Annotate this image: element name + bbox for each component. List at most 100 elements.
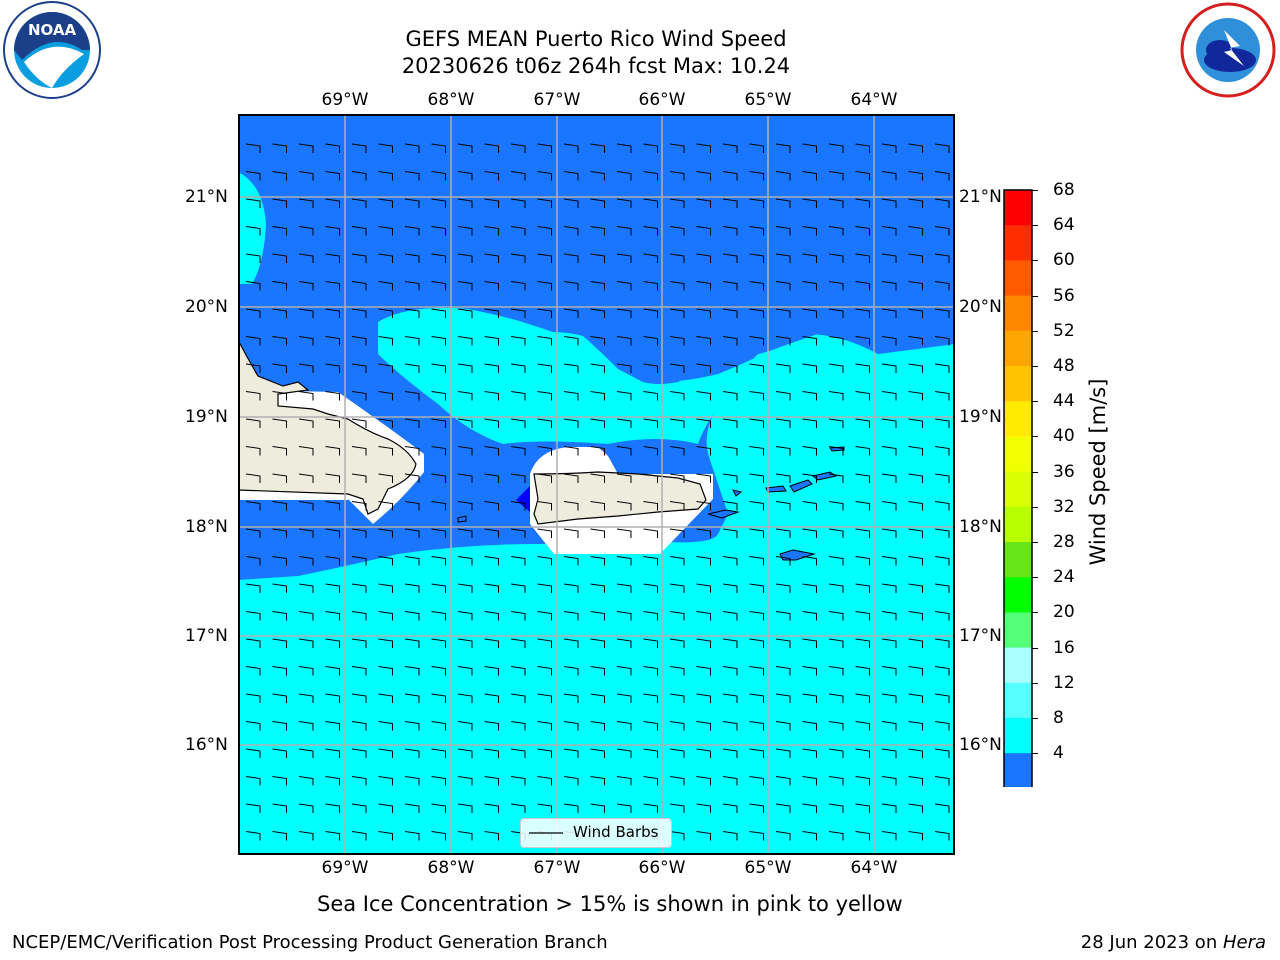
wind-barb — [510, 336, 526, 346]
lon-label-top: 69°W — [321, 90, 369, 110]
wind-barb — [749, 803, 764, 813]
wind-barb — [669, 473, 685, 483]
wind-barb — [245, 226, 261, 236]
wind-barb — [590, 336, 605, 346]
wind-barb — [537, 171, 552, 181]
wind-barb — [775, 363, 791, 373]
wind-barb — [908, 638, 923, 648]
wind-barb — [643, 391, 658, 401]
land-puerto-rico — [533, 471, 707, 525]
colorbar-tick-mark — [1032, 401, 1038, 403]
wind-barb — [378, 666, 393, 676]
wind-barb — [802, 363, 817, 373]
wind-barb — [696, 473, 711, 483]
wind-barb — [934, 776, 950, 786]
wind-barb — [298, 831, 314, 841]
ocean-8-12-tongue — [378, 307, 878, 444]
wind-barb — [298, 281, 314, 291]
wind-barb — [616, 583, 632, 593]
wind-barb — [908, 418, 923, 428]
wind-barb — [828, 501, 844, 511]
wind-barb — [431, 226, 446, 236]
wind-barb — [245, 171, 261, 181]
wind-barb — [616, 748, 632, 758]
wind-barb — [855, 748, 870, 758]
colorbar-tick-label: 40 — [1053, 426, 1075, 447]
wind-barb — [563, 528, 579, 538]
wind-barb — [245, 363, 261, 373]
wind-barb — [855, 253, 870, 263]
wind-barb — [484, 583, 499, 593]
wind-barb — [696, 226, 711, 236]
footer-machine: Hera — [1222, 932, 1266, 953]
wind-barb — [325, 418, 340, 428]
colorbar-segment — [1004, 260, 1032, 297]
wind-barb — [934, 803, 950, 813]
wind-barb — [298, 473, 314, 483]
wind-barb — [669, 226, 685, 236]
wind-barb — [563, 666, 579, 676]
wind-barbs — [245, 143, 950, 841]
wind-barb — [378, 226, 393, 236]
wind-barb — [272, 143, 287, 153]
wind-barb — [484, 446, 499, 456]
wind-barb — [484, 143, 499, 153]
wind-barb — [325, 721, 340, 731]
wind-barb — [325, 693, 340, 703]
colorbar-tick-mark — [1032, 190, 1038, 191]
lon-label-bottom: 66°W — [638, 858, 686, 878]
wind-barb — [325, 776, 340, 786]
lon-label-top: 67°W — [533, 90, 581, 110]
wind-barb — [696, 803, 711, 813]
wind-barb — [245, 831, 261, 841]
wind-barb — [431, 198, 446, 208]
wind-barb — [404, 418, 420, 428]
wind-barb — [722, 666, 738, 676]
wind-barb — [510, 446, 526, 456]
wind-barb — [245, 198, 261, 208]
wind-barb — [722, 528, 738, 538]
wind-barb — [245, 281, 261, 291]
colorbar-tick-label: 60 — [1053, 250, 1075, 271]
footer-run-info: 28 Jun 2023 on Hera — [1081, 932, 1266, 954]
wind-barb — [245, 336, 261, 346]
wind-barb — [616, 143, 632, 153]
wind-barb — [908, 666, 923, 676]
lon-label-top: 64°W — [850, 90, 898, 110]
wind-barb — [590, 528, 605, 538]
wind-barb — [855, 803, 870, 813]
wind-barb — [881, 776, 897, 786]
wind-barb — [272, 226, 287, 236]
wind-barb — [669, 253, 685, 263]
wind-barb — [881, 171, 897, 181]
colorbar-segment — [1004, 506, 1032, 543]
wind-barb — [855, 308, 870, 318]
wind-barb — [590, 446, 605, 456]
wind-barb — [722, 418, 738, 428]
wind-barb — [669, 391, 685, 401]
wind-barb — [643, 281, 658, 291]
wind-barb — [722, 253, 738, 263]
wind-barb — [643, 143, 658, 153]
wind-barb — [908, 693, 923, 703]
wind-barb — [351, 363, 367, 373]
wind-barb — [378, 336, 393, 346]
wind-barb — [616, 776, 632, 786]
wind-barb — [431, 391, 446, 401]
wind-barb — [245, 143, 261, 153]
wind-barb — [696, 363, 711, 373]
colorbar — [1003, 189, 1033, 787]
colorbar-segment — [1004, 577, 1032, 613]
wind-barb — [537, 446, 552, 456]
wind-barb — [457, 281, 473, 291]
lat-label-left: 19°N — [185, 407, 228, 427]
wind-barb — [272, 721, 287, 731]
wind-barb — [669, 336, 685, 346]
wind-barb — [325, 556, 340, 566]
wind-barb — [696, 638, 711, 648]
wind-barb — [855, 363, 870, 373]
wind-barb — [457, 721, 473, 731]
wind-barb — [590, 473, 605, 483]
wind-barb — [431, 803, 446, 813]
wind-barb — [510, 638, 526, 648]
